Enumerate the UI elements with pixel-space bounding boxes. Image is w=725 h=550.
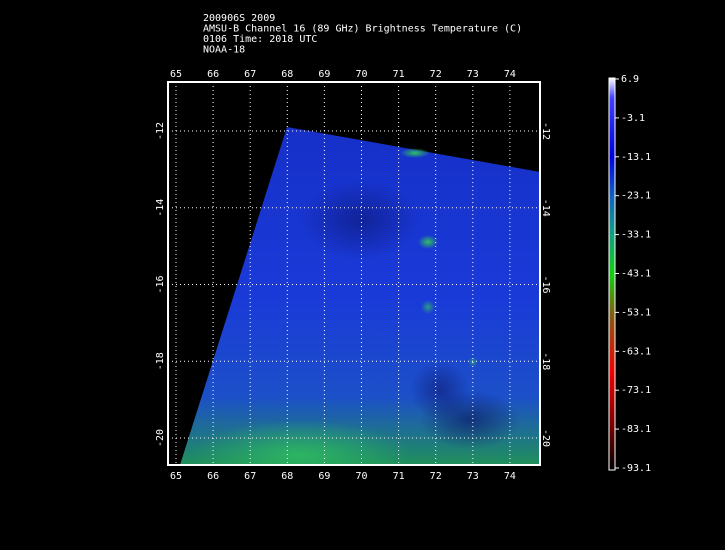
lat-label-left: -14 xyxy=(155,199,166,217)
header-line: NOAA-18 xyxy=(203,45,245,56)
lat-label-right: -12 xyxy=(540,122,551,140)
lon-label-top: 71 xyxy=(393,69,405,80)
lon-label-top: 72 xyxy=(430,69,442,80)
lon-label-top: 69 xyxy=(318,69,330,80)
lon-label-top: 68 xyxy=(281,69,293,80)
lon-label-bottom: 67 xyxy=(244,471,256,482)
lon-label-bottom: 65 xyxy=(170,471,182,482)
header-line: AMSU-B Channel 16 (89 GHz) Brightness Te… xyxy=(203,24,522,35)
lon-label-bottom: 72 xyxy=(430,471,442,482)
lat-label-left: -20 xyxy=(155,429,166,447)
map-frame xyxy=(167,81,541,466)
lon-label-bottom: 68 xyxy=(281,471,293,482)
lat-label-right: -18 xyxy=(540,352,551,370)
lon-label-bottom: 74 xyxy=(504,471,516,482)
header-line: 200906S 2009 xyxy=(203,13,275,24)
lon-label-top: 65 xyxy=(170,69,182,80)
lon-label-bottom: 69 xyxy=(318,471,330,482)
lon-label-top: 74 xyxy=(504,69,516,80)
lat-label-right: -20 xyxy=(540,429,551,447)
colorbar-label: -43.1 xyxy=(621,269,651,280)
colorbar-label: -23.1 xyxy=(621,191,651,202)
lon-label-top: 70 xyxy=(355,69,367,80)
colorbar-label: -53.1 xyxy=(621,307,651,318)
lat-label-right: -16 xyxy=(540,275,551,293)
colorbar-label: -83.1 xyxy=(621,424,651,435)
colorbar-label: -3.1 xyxy=(621,113,645,124)
colorbar-label: -33.1 xyxy=(621,230,651,241)
lon-label-top: 67 xyxy=(244,69,256,80)
colorbar-labels: 6.9 -3.1 -13.1 -23.1 -33.1 -43.1 -53.1 -63.1 -73… xyxy=(615,74,651,474)
lat-label-left: -16 xyxy=(155,275,166,293)
lon-label-bottom: 70 xyxy=(355,471,367,482)
colorbar-label: -13.1 xyxy=(621,152,651,163)
colorbar-label: -93.1 xyxy=(621,463,651,474)
colorbar-label: -63.1 xyxy=(621,346,651,357)
swath xyxy=(180,127,540,465)
colorbar-label: -73.1 xyxy=(621,385,651,396)
axes: 65 65 66 66 67 67 68 68 69 69 70 70 71 71 72 72 73 73 74 74… xyxy=(155,69,551,482)
lon-label-bottom: 71 xyxy=(393,471,405,482)
lat-label-left: -18 xyxy=(155,352,166,370)
header-line: 0106 Time: 2018 UTC xyxy=(203,34,317,45)
lat-label-right: -14 xyxy=(540,199,551,217)
colorbar xyxy=(608,77,616,471)
lon-label-bottom: 73 xyxy=(467,471,479,482)
colorbar-label: 6.9 xyxy=(621,74,639,85)
lon-label-top: 73 xyxy=(467,69,479,80)
lon-label-bottom: 66 xyxy=(207,471,219,482)
lat-label-left: -12 xyxy=(155,122,166,140)
lon-label-top: 66 xyxy=(207,69,219,80)
